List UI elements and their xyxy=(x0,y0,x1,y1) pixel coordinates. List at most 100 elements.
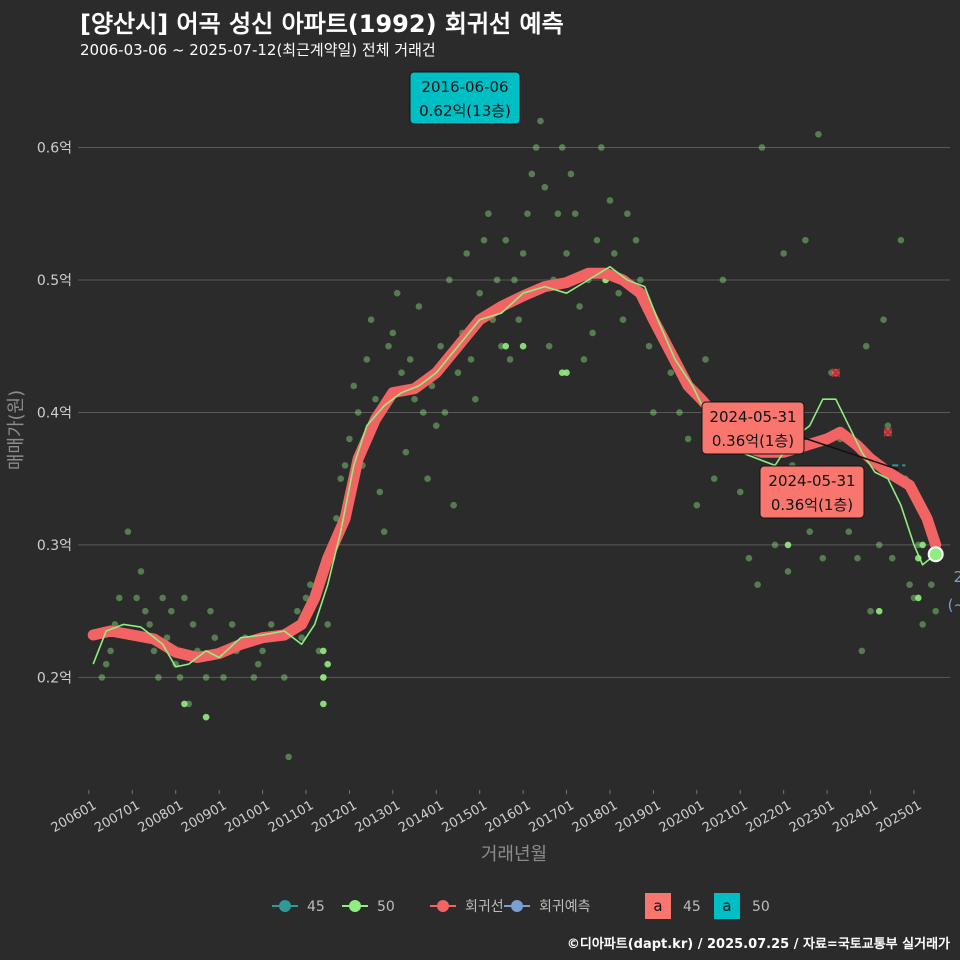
x-tick-label: 201901 xyxy=(613,798,663,836)
data-point xyxy=(159,594,166,602)
annotation-box xyxy=(759,465,865,519)
data-point xyxy=(528,170,536,178)
data-point xyxy=(780,250,787,257)
legend-label: 50 xyxy=(377,899,395,915)
data-point xyxy=(702,356,709,363)
data-point xyxy=(624,210,631,218)
data-point xyxy=(211,634,219,641)
last-point xyxy=(927,546,944,563)
data-point xyxy=(307,581,314,588)
data-point xyxy=(202,674,210,681)
data-point xyxy=(341,462,349,469)
y-tick-label: 0.5억 xyxy=(37,273,72,289)
legend-marker-forecast xyxy=(511,900,523,912)
data-point xyxy=(476,289,483,297)
data-point xyxy=(424,475,431,482)
data-point xyxy=(380,528,388,535)
data-point xyxy=(589,329,596,337)
x-tick-label: 201001 xyxy=(222,798,272,836)
data-point xyxy=(493,276,501,284)
data-point xyxy=(463,250,470,257)
data-point xyxy=(437,342,444,350)
data-point xyxy=(402,448,410,456)
data-point xyxy=(181,700,188,708)
data-point xyxy=(502,342,510,350)
data-point xyxy=(667,369,675,376)
data-point xyxy=(511,276,518,284)
x-tick-label: 202001 xyxy=(657,798,707,836)
data-point xyxy=(207,607,214,615)
x-tick-label: 202501 xyxy=(874,798,924,836)
y-tick-label: 0.4억 xyxy=(37,405,72,421)
data-point xyxy=(298,634,305,641)
data-point xyxy=(567,170,575,178)
data-point xyxy=(324,621,332,628)
annotation-leader xyxy=(803,437,899,471)
data-point xyxy=(888,554,896,562)
data-point xyxy=(637,276,644,284)
data-point xyxy=(880,316,887,324)
data-point xyxy=(862,342,870,350)
data-point xyxy=(228,621,236,628)
data-point xyxy=(619,316,627,324)
data-point xyxy=(450,501,457,509)
data-point xyxy=(784,568,792,575)
data-point xyxy=(693,501,701,509)
data-point xyxy=(919,621,926,628)
legend-label: 45 xyxy=(683,899,701,915)
data-point xyxy=(676,409,683,416)
data-point xyxy=(181,594,188,602)
legend-box-glyph: a xyxy=(653,897,662,915)
data-point xyxy=(176,674,184,681)
data-point xyxy=(142,607,149,615)
data-point xyxy=(606,197,614,204)
x-tick-label: 202401 xyxy=(830,798,880,836)
annotation-date: 2016-06-06 xyxy=(421,78,508,96)
chart-subtitle: 2006-03-06 ~ 2025-07-12(최근계약일) 전체 거래건 xyxy=(80,41,436,59)
data-point xyxy=(580,356,588,363)
y-tick-label: 0.3억 xyxy=(37,538,72,554)
data-point xyxy=(802,236,809,244)
x-tick-label: 201501 xyxy=(440,798,490,836)
data-point xyxy=(163,634,171,641)
data-point xyxy=(285,753,292,761)
data-point xyxy=(515,316,523,324)
data-point xyxy=(411,395,418,403)
data-point xyxy=(897,236,905,244)
data-point xyxy=(597,144,605,151)
data-point xyxy=(445,276,453,284)
x-tick-label: 201601 xyxy=(483,798,533,836)
data-point xyxy=(294,607,301,615)
legend-marker-s50 xyxy=(349,900,361,912)
annotation-date: 2024-05-31 xyxy=(768,472,855,490)
legend-marker-regression xyxy=(437,900,449,912)
x-tick-label: 201401 xyxy=(396,798,446,836)
data-point xyxy=(124,528,132,535)
data-point xyxy=(558,144,566,151)
data-point xyxy=(320,647,327,655)
data-point xyxy=(650,409,657,416)
data-point xyxy=(576,303,583,310)
x-tick-label: 201801 xyxy=(570,798,620,836)
data-point xyxy=(102,660,110,668)
data-point xyxy=(472,395,479,403)
data-point xyxy=(376,488,384,496)
data-point xyxy=(615,289,622,297)
chart-caption: ©디아파트(dapt.kr) / 2025.07.25 / 자료=국토교통부 실… xyxy=(566,937,950,952)
data-point xyxy=(333,515,340,522)
data-point xyxy=(367,316,375,324)
data-point xyxy=(519,250,527,257)
y-tick-label: 0.2억 xyxy=(37,670,72,686)
data-point xyxy=(541,183,549,191)
data-point xyxy=(563,250,570,257)
data-point xyxy=(202,713,210,721)
data-point xyxy=(302,594,310,602)
data-point xyxy=(133,594,140,602)
data-point xyxy=(280,674,288,681)
legend-marker-s45 xyxy=(279,900,291,912)
x-tick-label: 202201 xyxy=(744,798,794,836)
data-point xyxy=(415,303,423,310)
data-point xyxy=(845,528,853,535)
x-tick-label: 201201 xyxy=(309,798,359,836)
data-point xyxy=(506,356,514,363)
